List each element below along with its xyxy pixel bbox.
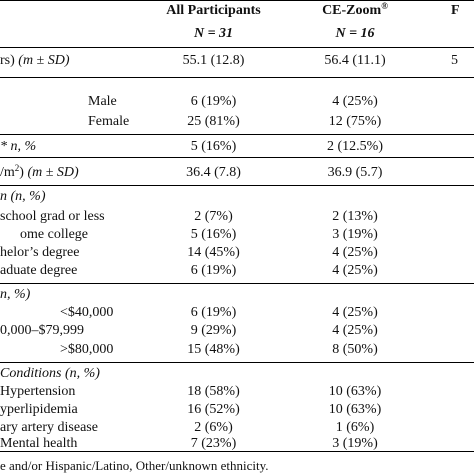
header-rule bbox=[0, 47, 474, 48]
edu-grad-all: 6 (19%) bbox=[190, 263, 237, 278]
edu-grad-label: aduate degree bbox=[0, 263, 78, 278]
htn-cez: 10 (63%) bbox=[328, 384, 382, 399]
table-row-income-1: <$40,000 6 (19%) 4 (25%) bbox=[0, 304, 474, 322]
table-row-female: Female 25 (81%) 12 (75%) bbox=[0, 113, 474, 131]
edu-some-cez: 3 (19%) bbox=[332, 227, 378, 242]
bmi-label-b: ) bbox=[19, 165, 28, 180]
conditions-header-label: Conditions (n, %) bbox=[0, 366, 100, 381]
hld-label: yperlipidemia bbox=[0, 402, 78, 417]
table-row-hld: yperlipidemia 16 (52%) 10 (63%) bbox=[0, 401, 474, 419]
table-row-male: Male 6 (19%) 4 (25%) bbox=[0, 93, 474, 111]
age-label-a: rs) bbox=[0, 53, 19, 68]
htn-all: 18 (58%) bbox=[187, 384, 240, 399]
income-r2-cez: 4 (25%) bbox=[332, 323, 378, 338]
edu-hs-label: school grad or less bbox=[0, 209, 105, 224]
income-r2-label: 0,000–$79,999 bbox=[0, 323, 84, 338]
edu-some-all: 5 (16%) bbox=[190, 227, 237, 242]
bmi-label-a: /m bbox=[0, 165, 15, 180]
hld-cez: 10 (63%) bbox=[328, 402, 382, 417]
mh-label: Mental health bbox=[0, 436, 78, 451]
male-label: Male bbox=[88, 94, 117, 109]
n-row: N = 31 N = 16 bbox=[0, 25, 474, 43]
female-cez: 12 (75%) bbox=[328, 114, 382, 129]
cad-all: 2 (6%) bbox=[194, 420, 233, 435]
female-label: Female bbox=[88, 114, 130, 129]
edu-bach-label: helor’s degree bbox=[0, 245, 80, 260]
income-r1-label: <$40,000 bbox=[60, 305, 114, 320]
bmi-label: /m2) (m ± SD) bbox=[0, 164, 79, 182]
eth-all: 5 (16%) bbox=[190, 139, 237, 154]
age-third: 5 bbox=[451, 53, 458, 68]
table-row-edu-grad: aduate degree 6 (19%) 4 (25%) bbox=[0, 262, 474, 280]
income-header-label: n, %) bbox=[0, 287, 31, 302]
cad-label: ary artery disease bbox=[0, 420, 98, 435]
bottom-rule bbox=[0, 451, 474, 452]
bmi-cez: 36.9 (5.7) bbox=[327, 165, 383, 180]
n-cez: N = 16 bbox=[335, 26, 375, 41]
edu-bach-cez: 4 (25%) bbox=[332, 245, 378, 260]
mh-cez: 3 (19%) bbox=[332, 436, 378, 451]
rule-sex bbox=[0, 134, 474, 135]
table-row-htn: Hypertension 18 (58%) 10 (63%) bbox=[0, 383, 474, 401]
income-r1-cez: 4 (25%) bbox=[332, 305, 378, 320]
rule-edu bbox=[0, 283, 474, 284]
edu-grad-cez: 4 (25%) bbox=[332, 263, 378, 278]
male-cez: 4 (25%) bbox=[332, 94, 378, 109]
age-cez: 56.4 (11.1) bbox=[324, 53, 386, 68]
n-all: N = 31 bbox=[193, 26, 234, 41]
header-row: All Participants CE-Zoom® F bbox=[0, 2, 474, 20]
age-all: 55.1 (12.8) bbox=[182, 53, 245, 68]
female-all: 25 (81%) bbox=[187, 114, 240, 129]
registered-mark: ® bbox=[381, 1, 388, 11]
footnote: e and/or Hispanic/Latino, Other/unknown … bbox=[0, 458, 269, 473]
table-row-cad: ary artery disease 2 (6%) 1 (6%) bbox=[0, 419, 474, 437]
income-r3-all: 15 (48%) bbox=[187, 342, 240, 357]
table-row-edu-hs: school grad or less 2 (7%) 2 (13%) bbox=[0, 208, 474, 226]
mh-all: 7 (23%) bbox=[190, 436, 237, 451]
col-header-cez: CE-Zoom® bbox=[300, 2, 410, 20]
conditions-header: Conditions (n, %) bbox=[0, 365, 474, 383]
edu-header-label: n (n, %) bbox=[0, 189, 46, 204]
table-row-mh: Mental health 7 (23%) 3 (19%) bbox=[0, 435, 474, 453]
table-row-edu-bach: helor’s degree 14 (45%) 4 (25%) bbox=[0, 244, 474, 262]
income-r3-label: >$80,000 bbox=[60, 342, 114, 357]
cad-cez: 1 (6%) bbox=[335, 420, 375, 435]
top-rule bbox=[0, 0, 474, 1]
male-all: 6 (19%) bbox=[190, 94, 237, 109]
bmi-label-c: (m ± SD) bbox=[27, 165, 79, 180]
table-row-bmi: /m2) (m ± SD) 36.4 (7.8) 36.9 (5.7) bbox=[0, 164, 474, 182]
bmi-label-sup: 2 bbox=[14, 163, 20, 173]
edu-hs-cez: 2 (13%) bbox=[332, 209, 378, 224]
rule-eth bbox=[0, 157, 474, 158]
bmi-all: 36.4 (7.8) bbox=[186, 165, 241, 180]
rule-bmi bbox=[0, 185, 474, 186]
table-row-edu-some: ome college 5 (16%) 3 (19%) bbox=[0, 226, 474, 244]
rule-income bbox=[0, 362, 474, 363]
table-row-age: rs) (m ± SD) 55.1 (12.8) 56.4 (11.1) 5 bbox=[0, 52, 474, 70]
edu-header: n (n, %) bbox=[0, 188, 474, 206]
age-label: rs) (m ± SD) bbox=[0, 52, 70, 70]
hld-all: 16 (52%) bbox=[187, 402, 240, 417]
rule-age bbox=[0, 77, 474, 78]
col-header-all: All Participants bbox=[166, 3, 261, 18]
income-r1-all: 6 (19%) bbox=[190, 305, 237, 320]
edu-bach-all: 14 (45%) bbox=[187, 245, 240, 260]
table-row-ethnicity: * n, % 5 (16%) 2 (12.5%) bbox=[0, 138, 474, 156]
col-header-third: F bbox=[451, 3, 460, 18]
age-label-b: (m ± SD) bbox=[18, 53, 70, 68]
table-row-income-2: 0,000–$79,999 9 (29%) 4 (25%) bbox=[0, 322, 474, 340]
edu-hs-all: 2 (7%) bbox=[194, 209, 233, 224]
income-r3-cez: 8 (50%) bbox=[332, 342, 378, 357]
table-row-income-3: >$80,000 15 (48%) 8 (50%) bbox=[0, 341, 474, 359]
htn-label: Hypertension bbox=[0, 384, 76, 399]
eth-cez: 2 (12.5%) bbox=[327, 139, 383, 154]
income-r2-all: 9 (29%) bbox=[190, 323, 237, 338]
edu-some-label: ome college bbox=[20, 227, 89, 242]
income-header: n, %) bbox=[0, 286, 474, 304]
col-header-cez-label: CE-Zoom bbox=[322, 3, 382, 18]
eth-label: * n, % bbox=[0, 139, 37, 154]
